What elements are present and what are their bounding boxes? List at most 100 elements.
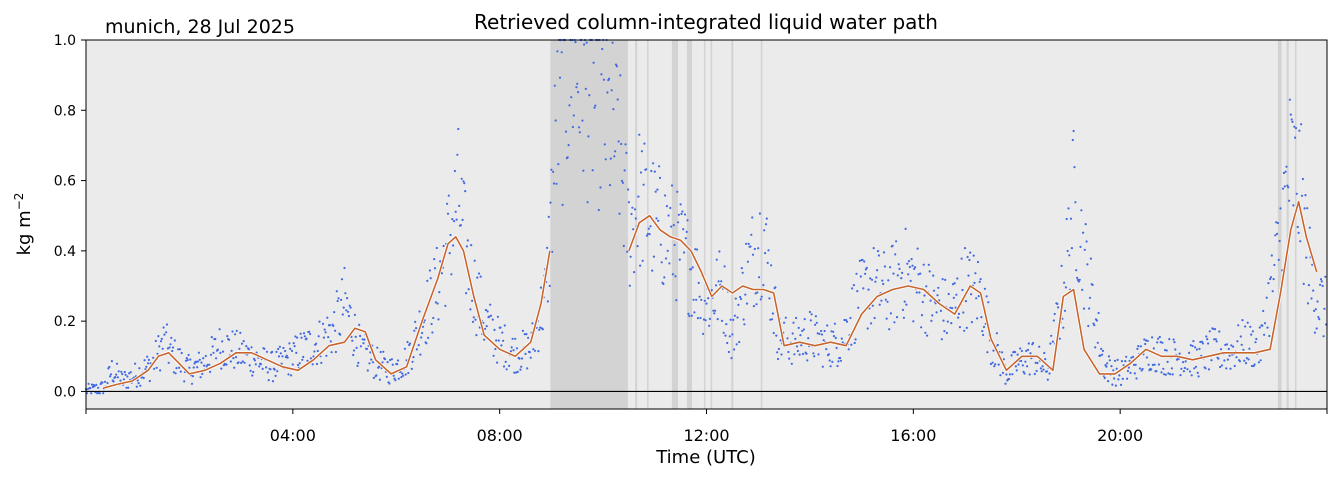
raw-point [632,228,635,231]
raw-point [1224,343,1227,346]
raw-point [196,360,200,363]
raw-point [1036,361,1039,365]
raw-point [466,239,469,242]
raw-point [768,297,771,300]
raw-point [901,308,905,311]
raw-point [639,171,643,174]
raw-point [1111,383,1114,386]
raw-point [292,342,295,345]
raw-point [241,360,244,363]
raw-point [685,230,688,233]
raw-point [1283,185,1286,188]
raw-point [1237,324,1240,327]
raw-point [914,266,917,269]
raw-point [767,249,770,252]
raw-point [936,294,939,297]
raw-point [390,358,393,361]
raw-point [219,351,222,354]
y-tick-label: 0.6 [54,174,76,190]
raw-point [1063,309,1067,312]
raw-point [876,269,879,272]
raw-point [733,348,736,351]
raw-point [1141,367,1144,371]
raw-point [797,326,800,329]
raw-point [1217,357,1220,360]
raw-point [855,272,858,275]
raw-point [467,288,470,291]
raw-point [1053,312,1056,316]
raw-point [962,311,965,314]
raw-point [676,190,679,193]
raw-point [818,332,821,335]
raw-point [1008,373,1012,376]
raw-point [889,312,893,315]
raw-point [659,243,662,246]
raw-point [295,351,298,354]
raw-point [465,292,468,295]
raw-point [1004,382,1007,385]
raw-point [242,340,245,343]
raw-point [1005,373,1008,376]
raw-point [1077,280,1080,283]
raw-point [285,354,288,357]
raw-point [123,370,126,374]
raw-point [577,126,581,129]
raw-point [1322,335,1325,338]
raw-point [253,359,256,362]
raw-point [1219,348,1223,351]
raw-point [1088,296,1092,299]
raw-point [403,347,406,350]
raw-point [935,311,938,314]
raw-point [977,295,980,298]
raw-point [613,155,616,158]
raw-point [1294,136,1297,139]
raw-point [609,157,612,160]
raw-point [630,212,633,216]
raw-point [449,233,452,237]
raw-point [683,251,686,254]
raw-point [1068,254,1071,257]
raw-point [620,179,624,182]
raw-point [770,264,773,267]
raw-point [191,375,194,378]
raw-point [750,233,753,236]
raw-point [1035,369,1038,373]
raw-point [1226,358,1229,361]
raw-point [114,376,117,379]
raw-point [1218,330,1221,333]
raw-point [793,353,796,356]
raw-point [279,352,282,355]
raw-point [432,316,435,320]
raw-point [154,339,157,343]
raw-point [115,362,119,365]
raw-point [184,359,188,362]
raw-point [1094,346,1097,349]
raw-point [147,358,150,361]
raw-point [250,346,253,349]
raw-point [608,77,611,80]
raw-point [743,323,746,326]
raw-point [1268,334,1271,338]
raw-point [1193,367,1196,370]
raw-point [198,358,201,361]
raw-point [106,381,109,385]
raw-point [714,284,718,287]
raw-point [174,372,177,375]
raw-point [825,348,828,351]
y-tick-label: 1.0 [54,33,76,49]
raw-point [1298,129,1301,132]
raw-point [1132,355,1135,358]
raw-point [1233,364,1236,368]
raw-point [581,119,584,122]
raw-point [211,345,214,348]
raw-point [691,266,694,269]
raw-point [628,284,631,287]
raw-point [843,318,846,322]
raw-point [835,346,838,350]
raw-point [755,303,758,306]
raw-point [599,186,602,189]
raw-point [799,334,802,337]
raw-point [729,318,732,321]
raw-point [958,326,962,329]
raw-point [1144,342,1147,346]
